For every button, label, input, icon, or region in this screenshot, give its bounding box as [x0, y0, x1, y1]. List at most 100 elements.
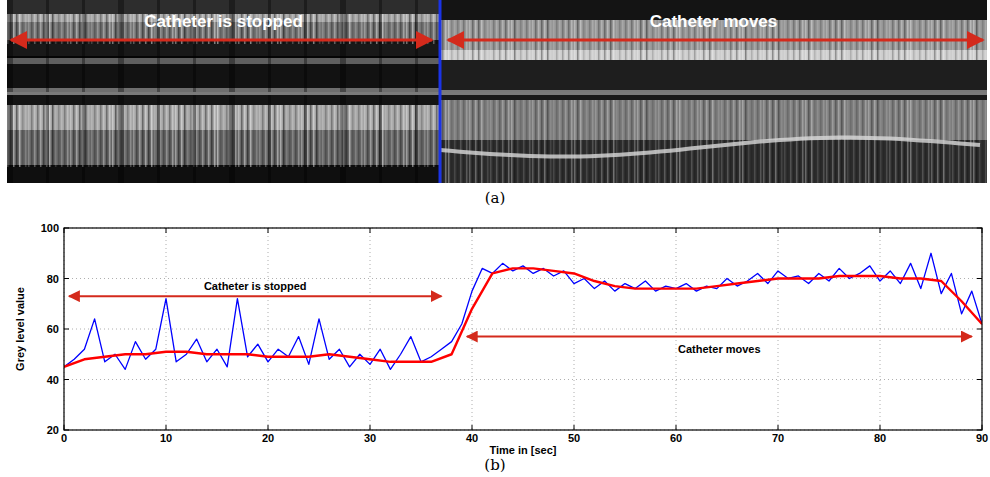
image-texture	[562, 100, 564, 183]
tick-mark	[472, 228, 473, 233]
x-tick-label: 80	[874, 432, 886, 444]
tick-mark	[676, 425, 677, 430]
image-texture	[190, 105, 192, 167]
image-texture	[631, 100, 633, 183]
image-texture	[517, 100, 519, 183]
image-texture	[880, 100, 882, 183]
tick-mark	[977, 278, 982, 279]
image-texture	[832, 100, 834, 183]
image-texture	[586, 100, 588, 183]
tick-mark	[778, 228, 779, 233]
image-texture	[220, 105, 222, 167]
image-texture	[472, 100, 474, 183]
image-texture	[175, 105, 177, 167]
image-texture	[355, 105, 357, 167]
y-axis-title: Grey level value	[14, 287, 26, 371]
image-texture	[265, 105, 267, 167]
image-texture	[391, 105, 393, 167]
y-tick-label: 40	[47, 374, 59, 386]
image-texture	[283, 105, 285, 167]
image-texture	[445, 100, 447, 183]
image-texture	[106, 105, 108, 167]
image-texture	[352, 105, 354, 167]
x-tick-label: 10	[160, 432, 172, 444]
image-texture	[184, 105, 186, 167]
x-tick-label: 0	[61, 432, 67, 444]
image-texture	[646, 100, 648, 183]
image-texture	[691, 100, 693, 183]
image-texture	[883, 100, 885, 183]
image-texture	[139, 105, 141, 167]
image-texture	[493, 100, 495, 183]
image-texture	[109, 105, 111, 167]
double-arrow	[11, 39, 432, 42]
image-texture	[61, 105, 63, 167]
tick-mark	[166, 425, 167, 430]
image-texture	[58, 105, 60, 167]
image-texture	[79, 105, 81, 167]
image-texture	[502, 100, 504, 183]
annotation-arrow	[69, 295, 441, 297]
image-texture	[136, 105, 138, 167]
image-band	[7, 88, 440, 92]
image-texture	[985, 100, 987, 183]
image-texture	[904, 100, 906, 183]
image-boundary	[440, 138, 980, 157]
image-texture	[10, 0, 13, 183]
image-texture	[889, 100, 891, 183]
image-texture	[76, 105, 78, 167]
tick-mark	[370, 425, 371, 430]
image-texture	[277, 105, 279, 167]
image-texture	[172, 105, 174, 167]
image-texture	[82, 0, 85, 183]
tick-mark	[64, 379, 69, 380]
image-texture	[418, 105, 420, 167]
image-texture	[670, 100, 672, 183]
image-texture	[814, 100, 816, 183]
image-texture	[73, 105, 75, 167]
image-texture	[67, 105, 69, 167]
image-texture	[469, 100, 471, 183]
x-tick-label: 90	[976, 432, 988, 444]
image-texture	[664, 100, 666, 183]
annotation-arrow	[467, 336, 972, 338]
image-texture	[868, 100, 870, 183]
image-texture	[838, 100, 840, 183]
image-texture	[796, 100, 798, 183]
image-texture	[244, 105, 246, 167]
image-texture	[43, 105, 45, 167]
tick-mark	[880, 228, 881, 233]
image-texture	[706, 100, 708, 183]
image-band	[7, 64, 440, 88]
image-texture	[178, 105, 180, 167]
image-background	[7, 0, 987, 183]
image-texture	[289, 105, 291, 167]
image-texture	[316, 105, 318, 167]
series-group	[64, 253, 982, 369]
image-texture	[676, 100, 678, 183]
y-tick-label: 20	[47, 424, 59, 436]
image-texture	[679, 100, 681, 183]
image-texture	[403, 105, 405, 167]
image-texture	[961, 100, 963, 183]
image-texture	[379, 0, 382, 183]
image-texture	[25, 105, 27, 167]
image-texture	[163, 105, 165, 167]
image-texture	[322, 105, 324, 167]
image-texture	[202, 105, 204, 167]
image-texture	[325, 105, 327, 167]
image-texture	[847, 100, 849, 183]
image-texture	[19, 105, 21, 167]
image-texture	[616, 100, 618, 183]
image-texture	[973, 100, 975, 183]
image-texture	[28, 105, 30, 167]
image-texture	[346, 105, 348, 167]
image-texture	[436, 105, 438, 167]
image-texture	[568, 100, 570, 183]
image-texture	[508, 100, 510, 183]
image-texture	[337, 105, 339, 167]
image-texture	[982, 100, 984, 183]
image-texture	[844, 100, 846, 183]
image-texture	[862, 100, 864, 183]
image-texture	[304, 0, 307, 183]
